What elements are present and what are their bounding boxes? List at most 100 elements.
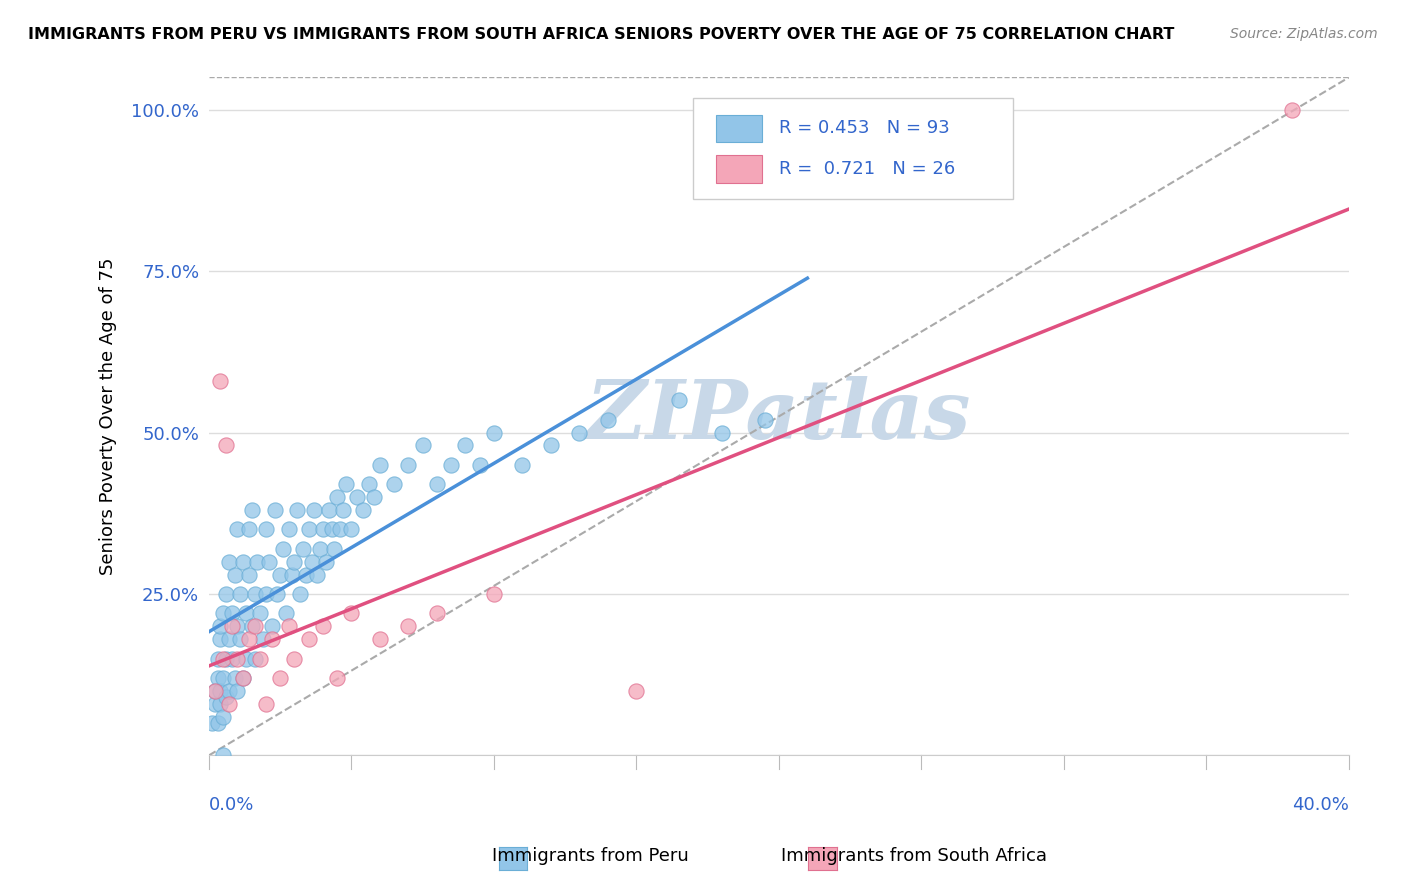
Point [260,632,283,647]
Point [340,607,363,621]
Point [218,683,240,698]
Point [215,587,238,601]
Point [226,651,249,665]
Point [626,683,648,698]
Point [212,607,235,621]
Point [298,632,321,647]
Point [212,709,235,723]
Point [201,716,224,731]
Point [283,651,305,665]
Point [235,607,257,621]
Point [238,567,260,582]
Point [209,619,232,633]
Point [269,567,291,582]
Point [204,683,226,698]
Point [209,374,232,388]
Point [240,619,263,633]
Point [218,632,240,647]
Text: Immigrants from Peru: Immigrants from Peru [492,847,689,865]
Point [285,503,308,517]
Text: Immigrants from South Africa: Immigrants from South Africa [780,847,1047,865]
Point [232,555,254,569]
Point [238,522,260,536]
Point [301,555,323,569]
Point [235,651,257,665]
Point [512,458,534,472]
Point [257,555,280,569]
Point [249,607,271,621]
Point [329,522,352,536]
Point [274,607,297,621]
Point [426,607,449,621]
Point [368,632,391,647]
Point [304,503,326,517]
Point [252,632,274,647]
Point [298,522,321,536]
Point [482,425,505,440]
Point [312,619,335,633]
FancyBboxPatch shape [716,115,762,142]
Text: R = 0.453   N = 93: R = 0.453 N = 93 [779,120,949,137]
Point [326,490,349,504]
Point [363,490,385,504]
Point [280,567,302,582]
Point [215,690,238,705]
Point [221,651,243,665]
Point [215,651,238,665]
Point [352,503,374,517]
FancyBboxPatch shape [716,155,762,183]
Point [221,619,243,633]
Point [283,555,305,569]
Point [212,671,235,685]
Text: R =  0.721   N = 26: R = 0.721 N = 26 [779,160,955,178]
Point [207,716,229,731]
Point [254,697,277,711]
Point [307,567,329,582]
Point [382,477,405,491]
Point [232,671,254,685]
Point [212,748,235,763]
Point [318,503,340,517]
Point [288,587,311,601]
Point [243,587,266,601]
Point [207,671,229,685]
Text: Source: ZipAtlas.com: Source: ZipAtlas.com [1230,27,1378,41]
Point [357,477,380,491]
Point [224,567,246,582]
Point [454,438,477,452]
Point [309,541,332,556]
Point [292,541,315,556]
Point [326,671,349,685]
Point [263,503,285,517]
Point [224,671,246,685]
Point [295,567,318,582]
Point [269,671,291,685]
Point [207,651,229,665]
Point [249,651,271,665]
FancyBboxPatch shape [693,98,1012,200]
Point [315,555,337,569]
Point [277,619,299,633]
Point [243,619,266,633]
Point [209,632,232,647]
Point [368,458,391,472]
Y-axis label: Seniors Poverty Over the Age of 75: Seniors Poverty Over the Age of 75 [100,258,117,575]
Point [398,619,420,633]
Point [215,438,238,452]
Point [568,425,591,440]
Point [226,683,249,698]
Point [229,632,252,647]
Point [596,412,619,426]
Text: 0.0%: 0.0% [209,796,254,814]
Point [243,651,266,665]
Point [346,490,368,504]
Point [398,458,420,472]
Point [754,412,776,426]
Point [710,425,733,440]
Point [260,619,283,633]
Point [221,607,243,621]
Text: 40.0%: 40.0% [1292,796,1348,814]
Point [204,683,226,698]
Point [226,522,249,536]
Point [468,458,491,472]
